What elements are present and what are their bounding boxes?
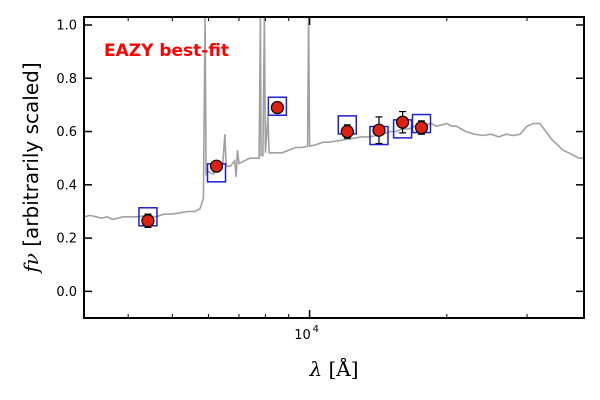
tick-marks [84, 17, 584, 318]
ytick-label-3: 0.6 [56, 125, 77, 140]
xtick-label-0: 10 [294, 328, 311, 343]
x-axis-label-symbol: λ [308, 357, 322, 381]
ytick-label-0: 0.0 [56, 285, 77, 300]
ytick-label-1: 0.2 [56, 232, 77, 247]
observed-flux-point-6 [396, 115, 410, 129]
y-axis-label-symbol: fν [19, 253, 43, 275]
ytick-label-4: 0.8 [56, 72, 77, 87]
ytick-label-5: 1.0 [56, 18, 77, 33]
observed-flux-point-1 [141, 214, 155, 228]
template-sed-line [84, 17, 584, 221]
axis-labels: 0.0 0.2 0.4 0.6 0.8 1.0 10 4 λ [Å] fν [arbitraril… [19, 18, 359, 381]
y-axis-label: fν [arbitrarily scaled] [19, 62, 43, 274]
y-axis-label-text: [arbitrarily scaled] [19, 62, 43, 253]
observed-flux-point-3 [270, 100, 284, 115]
observed-flux-point-5 [372, 123, 386, 137]
model-flux-box-3 [267, 96, 288, 116]
axes-frame [83, 16, 585, 319]
observed-flux-point-7 [414, 120, 429, 135]
best-fit-annotation: EAZY best-fit [104, 41, 229, 61]
observed-flux-point-4 [340, 124, 354, 139]
observed-flux-point-2 [209, 159, 224, 173]
ytick-label-2: 0.4 [56, 178, 77, 193]
xtick-label-exp-0: 4 [313, 324, 319, 335]
plot-area [84, 17, 584, 229]
x-axis-label: λ [Å] [308, 356, 358, 381]
x-axis-label-unit: [Å] [322, 356, 358, 381]
